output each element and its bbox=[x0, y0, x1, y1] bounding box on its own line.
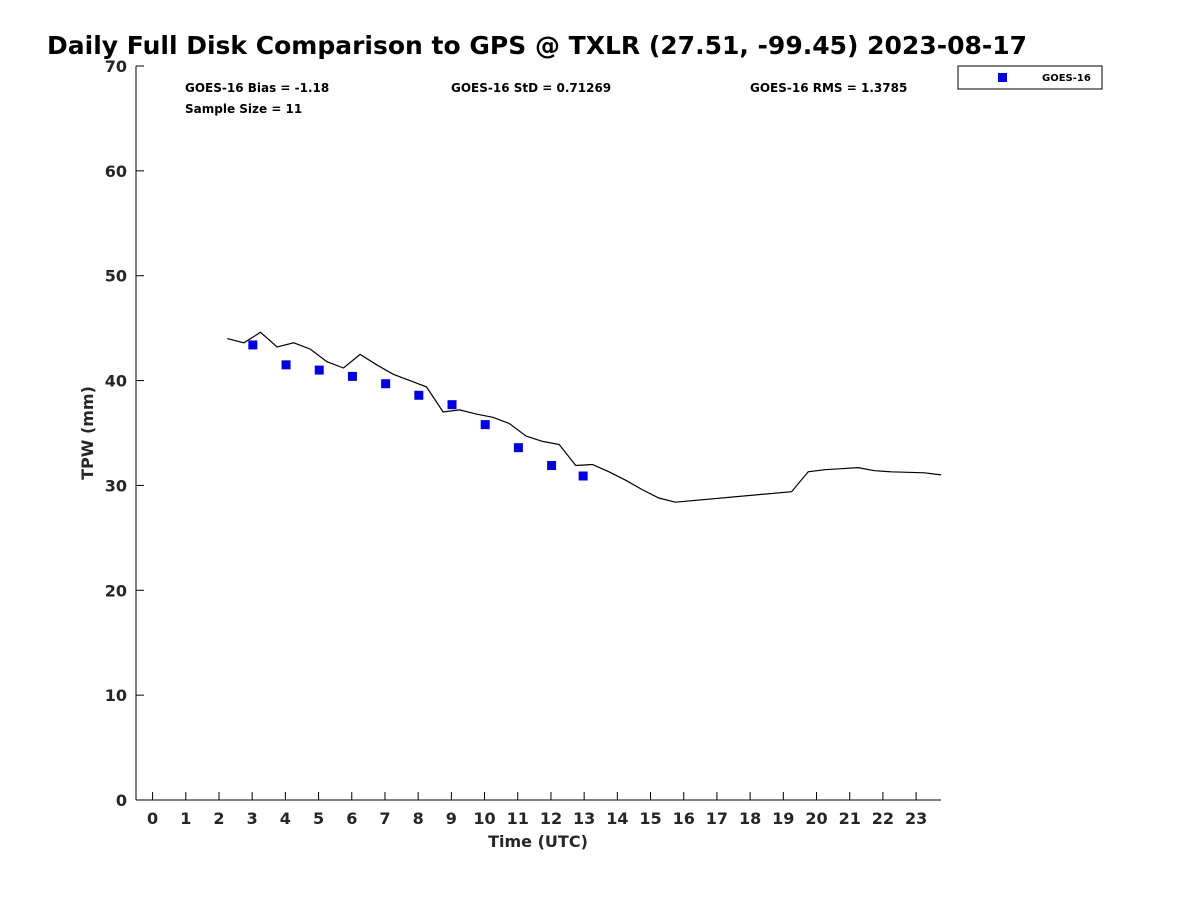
axes bbox=[135, 66, 941, 801]
x-tick-label: 16 bbox=[673, 809, 695, 828]
gps-tpw-line bbox=[227, 331, 942, 503]
x-tick-label: 6 bbox=[346, 809, 357, 828]
x-tick-label: 13 bbox=[573, 809, 595, 828]
x-axis-label: Time (UTC) bbox=[488, 832, 588, 851]
legend-marker-goes16 bbox=[998, 73, 1007, 82]
goes16-point bbox=[578, 471, 588, 481]
goes16-point bbox=[248, 340, 258, 350]
goes16-point bbox=[480, 420, 490, 430]
goes16-point bbox=[447, 400, 457, 410]
y-tick-label: 10 bbox=[105, 686, 127, 705]
std-stat: GOES-16 StD = 0.71269 bbox=[451, 81, 611, 95]
goes16-point bbox=[414, 390, 424, 400]
y-tick-label: 30 bbox=[105, 476, 127, 495]
legend-label-goes16: GOES-16 bbox=[1042, 73, 1091, 84]
goes16-point bbox=[347, 371, 357, 381]
x-tick-label: 21 bbox=[839, 809, 861, 828]
x-tick-label: 22 bbox=[872, 809, 894, 828]
y-tick-label: 70 bbox=[105, 57, 127, 76]
goes16-point bbox=[513, 443, 523, 453]
x-tick-label: 11 bbox=[507, 809, 529, 828]
x-tick-label: 18 bbox=[739, 809, 761, 828]
y-axis-label: TPW (mm) bbox=[78, 386, 97, 480]
x-tick-label: 15 bbox=[639, 809, 661, 828]
x-tick-label: 20 bbox=[805, 809, 827, 828]
x-tick-label: 19 bbox=[772, 809, 794, 828]
x-tick-label: 1 bbox=[180, 809, 191, 828]
rms-stat: GOES-16 RMS = 1.3785 bbox=[750, 81, 907, 95]
goes16-series bbox=[248, 340, 588, 481]
x-tick-label: 8 bbox=[413, 809, 424, 828]
x-tick-label: 7 bbox=[379, 809, 390, 828]
x-tick-label: 17 bbox=[706, 809, 728, 828]
x-tick-label: 0 bbox=[147, 809, 158, 828]
goes16-point bbox=[314, 365, 324, 375]
y-tick-label: 40 bbox=[105, 372, 127, 391]
x-tick-label: 5 bbox=[313, 809, 324, 828]
x-tick-label: 4 bbox=[280, 809, 291, 828]
x-tick-label: 14 bbox=[606, 809, 628, 828]
y-tick-label: 0 bbox=[116, 791, 127, 810]
x-tick-label: 3 bbox=[247, 809, 258, 828]
bias-stat: GOES-16 Bias = -1.18 bbox=[185, 81, 329, 95]
goes16-point bbox=[281, 360, 291, 370]
x-tick-label: 12 bbox=[540, 809, 562, 828]
y-tick-label: 50 bbox=[105, 267, 127, 286]
goes16-point bbox=[381, 379, 391, 389]
goes16-point bbox=[547, 461, 557, 471]
y-ticks: 0 10 20 30 40 50 60 70 bbox=[105, 57, 144, 810]
chart-title: Daily Full Disk Comparison to GPS @ TXLR… bbox=[47, 31, 1027, 60]
legend: GOES-16 bbox=[957, 65, 1103, 90]
x-tick-label: 10 bbox=[473, 809, 495, 828]
y-tick-label: 20 bbox=[105, 581, 127, 600]
sample-size-stat: Sample Size = 11 bbox=[185, 102, 302, 116]
y-tick-label: 60 bbox=[105, 162, 127, 181]
x-tick-label: 23 bbox=[905, 809, 927, 828]
gps-tpw-series bbox=[227, 331, 942, 503]
x-tick-label: 9 bbox=[446, 809, 457, 828]
x-tick-label: 2 bbox=[213, 809, 224, 828]
x-ticks: 0 1 2 3 4 5 6 7 8 9 10 11 12 13 14 15 16 17 18 19 20 21 22 23 bbox=[147, 792, 927, 828]
legend-box bbox=[957, 65, 1103, 90]
